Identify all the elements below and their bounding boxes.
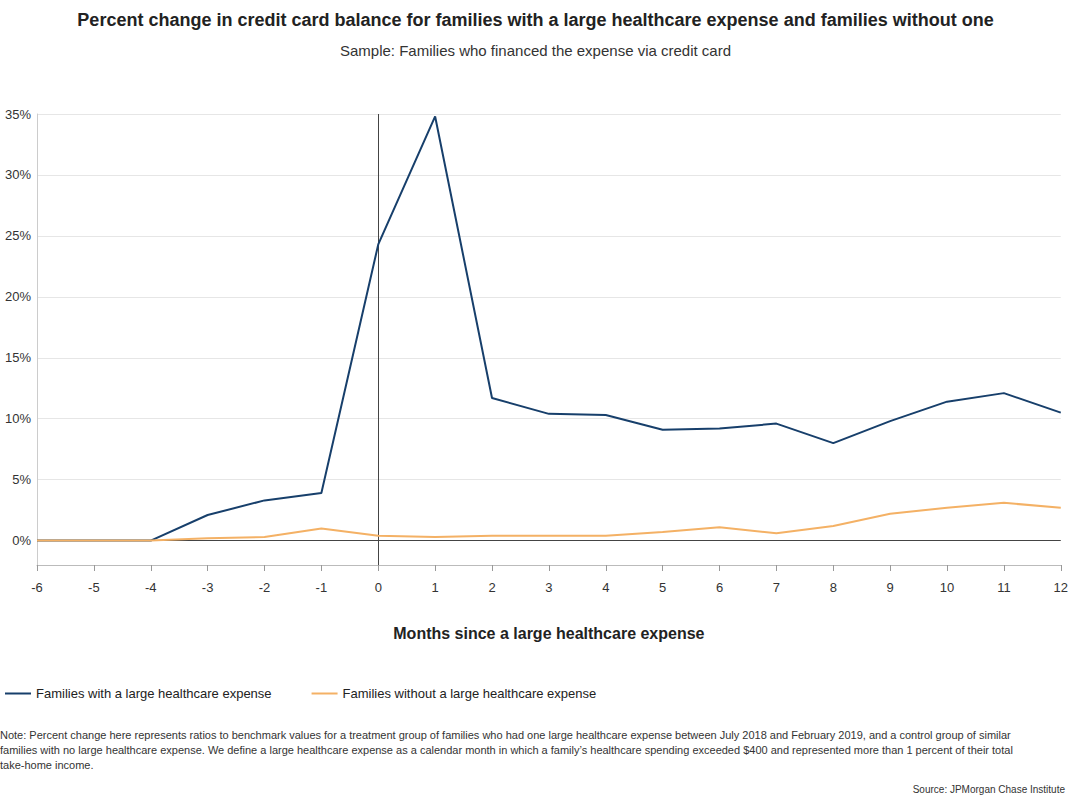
svg-text:0: 0: [375, 580, 382, 595]
svg-text:3: 3: [545, 580, 552, 595]
svg-text:5: 5: [659, 580, 666, 595]
svg-text:-1: -1: [316, 580, 328, 595]
svg-text:-6: -6: [31, 580, 43, 595]
svg-text:Months since a large healthcar: Months since a large healthcare expense: [393, 625, 704, 642]
svg-text:-4: -4: [145, 580, 157, 595]
svg-text:1: 1: [432, 580, 439, 595]
svg-text:10%: 10%: [5, 411, 31, 426]
svg-text:Sample: Families who financed: Sample: Families who financed the expens…: [340, 42, 731, 59]
svg-text:6: 6: [716, 580, 723, 595]
svg-text:9: 9: [887, 580, 894, 595]
svg-text:take-home income.: take-home income.: [0, 759, 94, 771]
svg-text:0%: 0%: [12, 533, 31, 548]
svg-text:11: 11: [997, 580, 1011, 595]
svg-text:35%: 35%: [5, 107, 31, 122]
svg-text:-2: -2: [259, 580, 271, 595]
svg-text:Families with a large healthca: Families with a large healthcare expense: [36, 686, 272, 701]
svg-text:Note: Percent change here repr: Note: Percent change here represents rat…: [0, 729, 1014, 741]
svg-text:-5: -5: [88, 580, 100, 595]
svg-text:10: 10: [940, 580, 954, 595]
svg-text:2: 2: [488, 580, 495, 595]
svg-text:-3: -3: [202, 580, 214, 595]
svg-text:Source: JPMorgan Chase Institu: Source: JPMorgan Chase Institute: [913, 784, 1066, 795]
svg-text:15%: 15%: [5, 350, 31, 365]
svg-text:30%: 30%: [5, 167, 31, 182]
svg-text:25%: 25%: [5, 228, 31, 243]
svg-text:12: 12: [1054, 580, 1068, 595]
svg-text:Families without a large healt: Families without a large healthcare expe…: [343, 686, 597, 701]
svg-text:4: 4: [602, 580, 609, 595]
svg-text:5%: 5%: [12, 472, 31, 487]
svg-text:families with no large healthc: families with no large healthcare expens…: [0, 744, 1016, 756]
svg-text:7: 7: [773, 580, 780, 595]
svg-text:Percent change in credit card: Percent change in credit card balance fo…: [77, 10, 993, 30]
svg-text:20%: 20%: [5, 289, 31, 304]
svg-text:8: 8: [830, 580, 837, 595]
